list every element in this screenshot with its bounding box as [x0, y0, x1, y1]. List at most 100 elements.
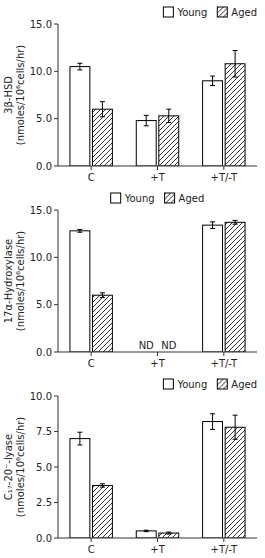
figure: 0.0 5.0 10.0 15.0 C +T +T/-T 3β-HSD(nmoles/10⁶c… [0, 0, 265, 558]
panel: 0.0 5.0 10.0 15.0 C +T +T/-T 3β-HSD(nmoles/10⁶c… [3, 7, 257, 183]
bar [159, 533, 179, 538]
y-tick-label: 7.5 [36, 426, 52, 437]
legend: Young Aged [111, 193, 205, 204]
legend-swatch [217, 7, 227, 17]
y-tick-label: 2.5 [36, 497, 52, 508]
bar [70, 231, 90, 352]
y-tick [54, 166, 58, 167]
error-bar [100, 484, 105, 487]
bar [136, 121, 156, 166]
y-tick [54, 257, 58, 258]
bar [203, 81, 223, 166]
error-bar [100, 102, 105, 117]
y-tick [54, 352, 58, 353]
annotation: ND [139, 340, 154, 351]
y-tick [54, 24, 58, 25]
y-axis [58, 24, 59, 166]
error-bar [144, 530, 149, 531]
plot-area [70, 414, 245, 538]
y-tick [54, 118, 58, 119]
error-bar [77, 229, 82, 232]
bar [92, 109, 112, 166]
y-tick [54, 431, 58, 432]
bar [225, 64, 245, 166]
x-tick-label: C [88, 544, 95, 555]
y-tick [54, 538, 58, 539]
y-tick [54, 502, 58, 503]
error-bar [77, 432, 82, 445]
legend-swatch [165, 193, 175, 203]
error-bar [77, 63, 82, 70]
bar [159, 116, 179, 166]
error-bar [233, 415, 238, 439]
error-bar [210, 222, 215, 229]
x-tick-label: C [88, 172, 95, 183]
bar [225, 222, 245, 352]
legend: Young Aged [163, 379, 257, 390]
legend-label: Young [124, 193, 155, 204]
bar [203, 225, 223, 352]
y-tick-label: 0.0 [36, 161, 52, 172]
legend-label: Aged [179, 193, 205, 204]
error-bar [233, 51, 238, 78]
error-bar [166, 109, 171, 122]
legend-swatch [163, 379, 173, 389]
y-tick [54, 304, 58, 305]
x-tick-label: +T/-T [211, 172, 239, 183]
y-tick-label: 5.0 [36, 462, 52, 473]
error-bar [210, 76, 215, 85]
x-tick [91, 166, 92, 170]
bar [203, 422, 223, 538]
legend-label: Aged [231, 379, 257, 390]
y-tick [54, 71, 58, 72]
legend-swatch [217, 379, 227, 389]
x-tick [157, 166, 158, 170]
legend: Young Aged [163, 7, 257, 18]
error-bar [100, 293, 105, 298]
bar [70, 439, 90, 538]
legend-label: Young [176, 7, 207, 18]
y-tick-label: 10.0 [30, 66, 52, 77]
x-tick-label: C [88, 358, 95, 369]
x-tick [91, 538, 92, 542]
x-tick [223, 352, 224, 356]
y-axis-label: 17α-Hydroxylase(nmoles/10⁶cells/hr) [3, 231, 26, 332]
x-tick-label: +T [150, 172, 165, 183]
y-tick-label: 0.0 [36, 347, 52, 358]
y-tick [54, 210, 58, 211]
error-bar [210, 414, 215, 430]
y-tick-label: 15.0 [30, 205, 52, 216]
legend-label: Young [176, 379, 207, 390]
y-tick-label: 10.0 [30, 252, 52, 263]
x-tick-label: +T [150, 358, 165, 369]
legend-label: Aged [231, 7, 257, 18]
error-bar [166, 532, 171, 534]
x-tick-label: +T [150, 544, 165, 555]
x-tick-label: +T/-T [211, 544, 239, 555]
x-tick-label: +T/-T [211, 358, 239, 369]
legend-swatch [111, 193, 121, 203]
bar [92, 295, 112, 352]
y-axis [58, 210, 59, 352]
bar [92, 485, 112, 538]
x-tick [223, 166, 224, 170]
x-tick [157, 538, 158, 542]
y-tick-label: 5.0 [36, 299, 52, 310]
y-tick-label: 5.0 [36, 113, 52, 124]
y-axis-label: 3β-HSD(nmoles/10⁶cells/hr) [3, 45, 26, 146]
panel: 0.0 2.5 5.0 7.5 10.0 C +T +T/-T C₁₇-20⁻-lyase(nm… [3, 379, 257, 555]
y-tick-label: 0.0 [36, 533, 52, 544]
bar [136, 531, 156, 538]
y-axis-label: C₁₇-20⁻-lyase(nmoles/10⁶cells/hr) [3, 417, 26, 518]
plot-area [70, 51, 245, 166]
x-tick [223, 538, 224, 542]
annotation: ND [161, 340, 176, 351]
y-tick-label: 10.0 [30, 391, 52, 402]
bar [70, 67, 90, 166]
bar [225, 427, 245, 538]
y-tick-label: 15.0 [30, 19, 52, 30]
plot-area [70, 220, 245, 352]
y-tick [54, 467, 58, 468]
x-tick [157, 352, 158, 356]
x-tick [91, 352, 92, 356]
